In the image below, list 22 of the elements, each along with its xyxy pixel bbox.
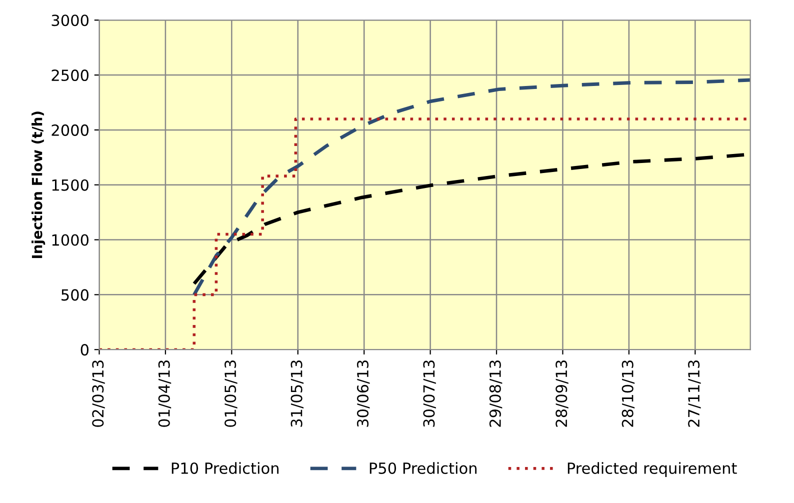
y-tick-label: 2000 (52, 124, 89, 136)
y-tick-label: 0 (80, 344, 89, 356)
y-tick-label: 1000 (52, 234, 89, 246)
legend-label: P10 Prediction (172, 462, 278, 474)
y-tick-label: 500 (62, 289, 89, 301)
y-tick-label: 1500 (52, 179, 89, 191)
x-tick-label: 27/11/13 (688, 360, 701, 427)
legend-label: P50 Prediction (370, 462, 477, 474)
x-tick-label: 29/08/13 (489, 360, 502, 427)
legend-label: Predicted requirement (568, 462, 737, 477)
x-tick-label: 02/03/13 (92, 360, 105, 427)
x-tick-label: 01/04/13 (158, 360, 172, 427)
x-tick-label: 30/06/13 (356, 360, 370, 427)
y-tick-label: 2500 (52, 69, 89, 82)
line-series (192, 78, 750, 296)
x-tick-label: 28/09/13 (556, 360, 568, 427)
x-tick-label: 28/10/13 (622, 360, 635, 427)
y-tick-label: 3000 (52, 14, 89, 26)
y-axis-title: Injection Flow (t/h) (32, 112, 46, 258)
x-tick-label: 30/07/13 (423, 360, 436, 427)
x-tick-label: 31/05/13 (290, 360, 304, 427)
x-tick-label: 01/05/13 (224, 360, 238, 427)
